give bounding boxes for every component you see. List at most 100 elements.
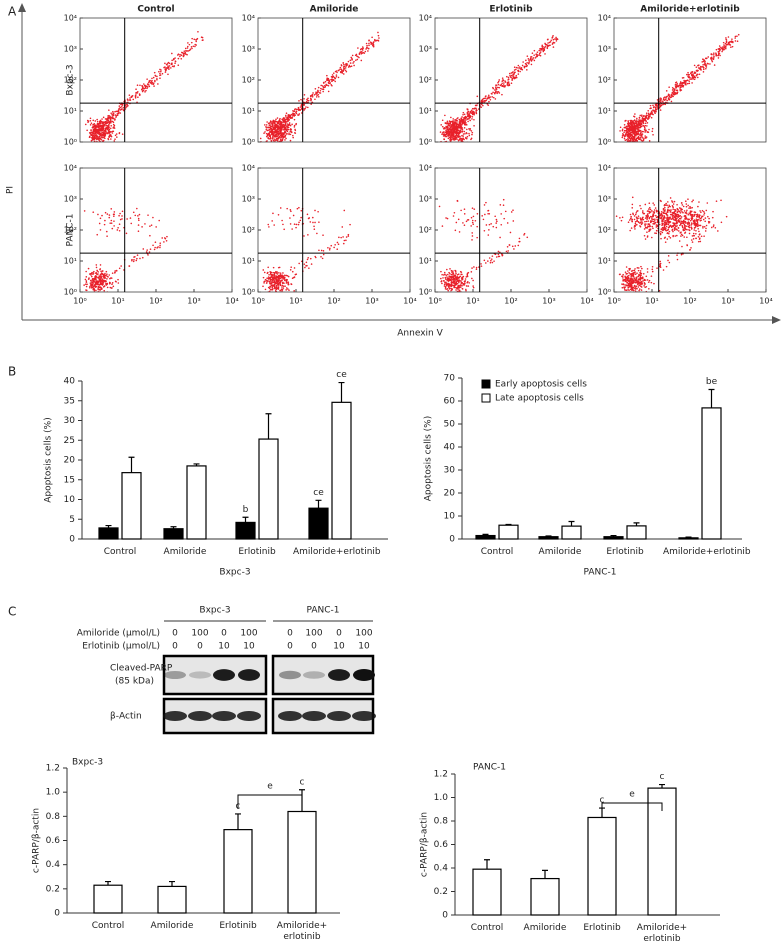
scatter-dot [322,253,325,256]
scatter-dot [644,116,647,118]
scatter-dot [670,96,672,99]
scatter-dot [658,107,661,109]
scatter-dot [281,138,284,141]
scatter-dot [718,47,721,50]
scatter-dot [501,93,503,96]
scatter-dot [283,277,285,280]
scatter-dot [281,288,284,291]
scatter-dot [101,214,103,217]
scatter-dot [504,210,507,213]
scatter-dot [135,88,137,91]
scatter-dot [274,278,276,280]
scatter-dot [185,49,187,52]
scatter-dot [104,292,106,294]
scatter-dot [105,230,108,233]
scatter-dot [689,214,692,216]
scatter-dot [272,133,275,135]
scatter-dot [642,139,645,142]
scatter-dot [641,137,644,139]
y-tick-label: 10³ [419,195,432,204]
scatter-dot [464,132,466,135]
scatter-dot [129,97,131,99]
flow-panel [613,17,767,150]
scatter-dot [462,275,465,278]
y-tick-label: 10¹ [419,107,432,116]
scatter-dot [195,39,197,41]
scatter-dot [639,148,641,150]
scatter-dot [102,273,105,276]
scatter-dot [447,130,450,133]
scatter-dot [287,282,290,285]
scatter-dot [631,207,634,209]
scatter-dot [695,70,698,72]
scatter-dot [525,59,527,62]
scatter-dot [342,242,345,245]
scatter-dot [507,81,510,83]
y-tick-label: 10⁰ [64,138,77,147]
scatter-dot [119,112,122,114]
y-tick-label: 10² [419,76,432,85]
scatter-dot [143,87,145,90]
scatter-dot [504,85,506,87]
scatter-dot [621,283,623,285]
scatter-dot [493,260,495,262]
scatter-dot [144,223,146,225]
scatter-dot [194,43,196,46]
scatter-dot [454,128,457,131]
scatter-dot [105,284,108,286]
scatter-dot [106,278,108,280]
scatter-dot [683,227,686,229]
scatter-dot [715,54,718,57]
scatter-dot [634,287,637,289]
scatter-dot [554,38,556,40]
scatter-dot [268,226,270,228]
scatter-dot [537,54,539,57]
scatter-dot [174,62,176,64]
scatter-dot [452,215,455,217]
scatter-dot [269,282,271,285]
scatter-dot [151,79,153,82]
scatter-dot [684,80,687,82]
scatter-dot [107,138,110,141]
scatter-dot [465,123,467,126]
scatter-dot [446,268,448,271]
scatter-dot [293,113,296,115]
scatter-dot [110,287,113,289]
scatter-dot [625,276,628,279]
scatter-dot [132,98,135,101]
scatter-dot [461,131,464,133]
y-tick-label: 10⁰ [419,138,432,147]
scatter-dot [108,135,110,138]
scatter-dot [497,81,499,84]
scatter-dot [316,92,318,95]
scatter-dot [677,218,680,221]
scatter-dot [280,274,282,277]
scatter-dot [130,95,133,98]
scatter-dot [471,107,474,110]
scatter-dot [670,100,673,103]
scatter-dot [490,222,492,225]
scatter-dot [160,70,162,73]
scatter-dot [108,274,111,276]
scatter-dot [265,124,268,126]
plot-frame [434,167,588,293]
scatter-dot [456,200,459,202]
scatter-dot [690,74,693,77]
scatter-dot [289,129,292,131]
scatter-dot [156,75,158,78]
scatter-dot [736,40,739,42]
scatter-dot [450,134,453,137]
scatter-dot [629,135,631,138]
scatter-dot [171,52,173,55]
scatter-dot [318,221,320,223]
scatter-dot [309,221,312,223]
scatter-dot [157,83,159,85]
scatter-dot [699,237,701,239]
scatter-dot [317,95,320,98]
scatter-dot [364,50,367,53]
scatter-dot [358,56,360,59]
scatter-dot [136,257,138,260]
scatter-dot [636,117,638,120]
scatter-dot [319,89,322,92]
scatter-dot [121,133,124,135]
